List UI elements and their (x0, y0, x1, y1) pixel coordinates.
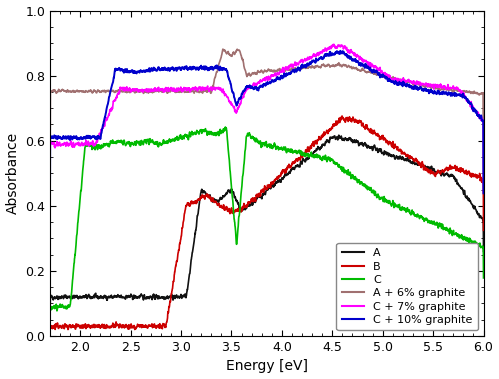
A + 6% graphite (481, 188, 487, 193)
C + 7% graphite (331, 42, 337, 47)
C (223, 125, 229, 129)
C + 7% graphite (47, 206, 53, 211)
Line: B: B (50, 116, 484, 330)
C + 7% graphite (389, 77, 395, 82)
C + 10% graphite (468, 101, 474, 106)
Line: C + 7% graphite: C + 7% graphite (50, 44, 484, 208)
C + 10% graphite (481, 191, 487, 196)
B (468, 171, 474, 176)
A (47, 314, 53, 319)
C + 10% graphite (389, 80, 395, 84)
A + 6% graphite (69, 90, 75, 94)
Y-axis label: Absorbance: Absorbance (5, 132, 19, 215)
C + 7% graphite (468, 100, 474, 105)
B (468, 174, 474, 178)
C + 10% graphite (247, 84, 252, 88)
C + 7% graphite (69, 144, 75, 148)
A + 6% graphite (247, 72, 252, 76)
C (481, 276, 487, 280)
A (247, 203, 252, 207)
B (69, 324, 75, 329)
A + 6% graphite (220, 47, 226, 52)
C + 10% graphite (337, 49, 343, 53)
A + 6% graphite (468, 91, 474, 96)
A + 6% graphite (258, 68, 264, 73)
C + 10% graphite (47, 202, 53, 207)
Legend: A, B, C, A + 6% graphite, C + 7% graphite, C + 10% graphite: A, B, C, A + 6% graphite, C + 7% graphit… (336, 243, 478, 330)
C (247, 132, 252, 136)
C + 7% graphite (481, 190, 487, 194)
A + 6% graphite (389, 76, 395, 81)
C (468, 240, 474, 244)
C + 7% graphite (247, 85, 252, 89)
C + 7% graphite (258, 78, 264, 83)
Line: A: A (50, 135, 484, 316)
C (389, 204, 395, 208)
A + 6% graphite (47, 188, 53, 192)
A (468, 201, 474, 206)
C (258, 145, 264, 149)
B (47, 328, 53, 332)
C (468, 240, 474, 244)
B (389, 144, 395, 148)
A (389, 154, 395, 159)
B (481, 228, 487, 233)
A (336, 133, 342, 138)
C (47, 315, 53, 319)
Line: A + 6% graphite: A + 6% graphite (50, 49, 484, 190)
C + 10% graphite (69, 136, 75, 141)
Line: C + 10% graphite: C + 10% graphite (50, 51, 484, 204)
A (481, 249, 487, 254)
C + 10% graphite (468, 102, 474, 106)
A (69, 296, 75, 301)
Line: C: C (50, 127, 484, 317)
C (69, 282, 75, 287)
B (247, 200, 252, 205)
A (468, 200, 474, 205)
X-axis label: Energy [eV]: Energy [eV] (226, 359, 308, 373)
B (258, 190, 264, 195)
A (258, 194, 264, 199)
A + 6% graphite (468, 91, 474, 96)
C + 7% graphite (468, 99, 474, 104)
C + 10% graphite (258, 83, 264, 88)
B (339, 114, 345, 118)
